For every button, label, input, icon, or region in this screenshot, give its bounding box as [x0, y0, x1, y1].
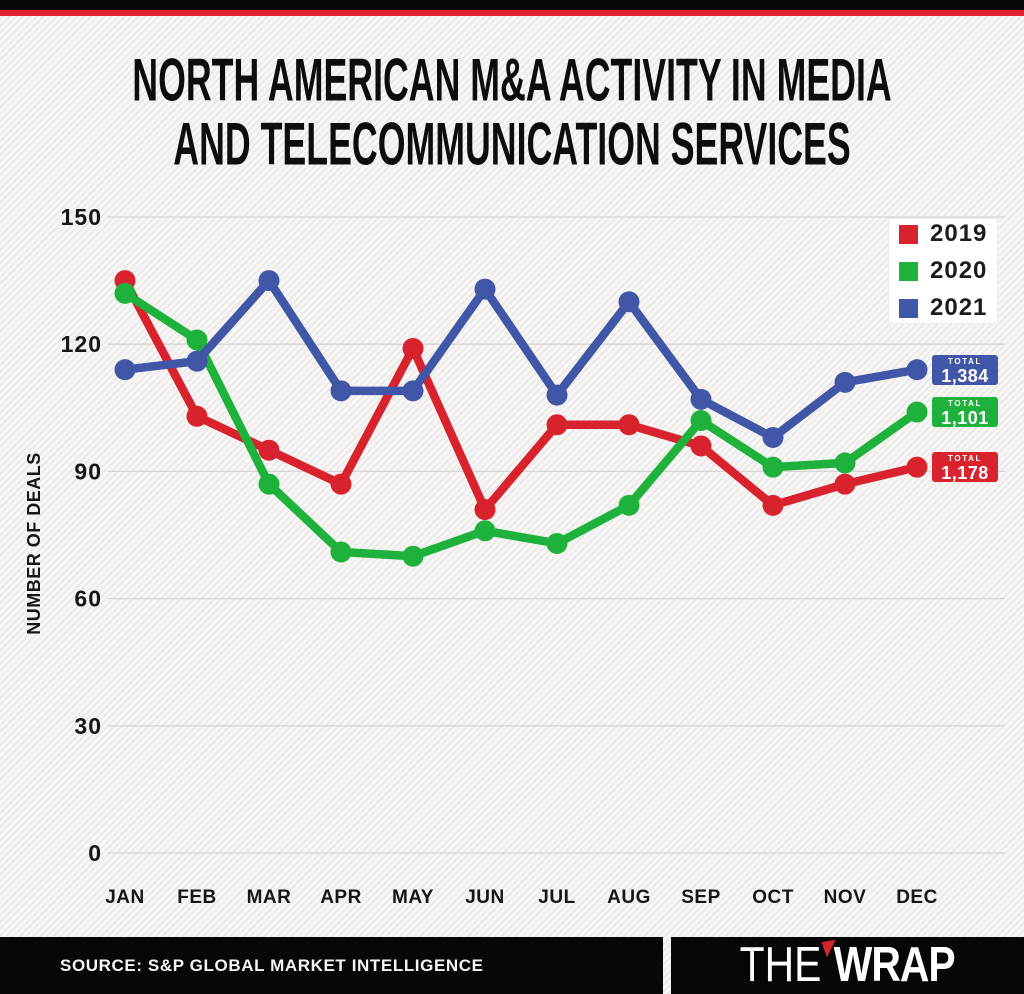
data-point-2021-jul: [546, 384, 568, 406]
y-axis-title: NUMBER OF DEALS: [24, 452, 44, 635]
series-line-2019: [120, 276, 922, 514]
data-point-2020-jun: [474, 520, 496, 542]
legend-label-2019: 2019: [930, 220, 988, 247]
data-point-2021-jun: [474, 278, 496, 300]
total-badge-2020-label: TOTAL: [948, 399, 982, 409]
data-point-2020-sep: [690, 410, 712, 432]
data-point-2019-apr: [330, 473, 352, 495]
total-badge-2020-value: 1,101: [941, 408, 989, 429]
footer-divider: [663, 937, 671, 994]
data-point-2019-feb: [186, 405, 208, 427]
data-point-2021-sep: [690, 388, 712, 410]
data-point-2020-nov: [834, 452, 856, 474]
y-tick-label-90: 90: [74, 458, 102, 484]
data-point-2021-oct: [762, 426, 784, 448]
y-tick-label-150: 150: [61, 204, 102, 230]
y-tick-label-120: 120: [61, 331, 102, 357]
legend-label-2021: 2021: [930, 294, 988, 321]
data-point-2019-may: [402, 337, 424, 359]
footer-source-bar: SOURCE: S&P GLOBAL MARKET INTELLIGENCE: [0, 937, 663, 994]
data-point-2020-feb: [186, 329, 208, 351]
total-badge-2021: TOTAL 1,384: [932, 354, 998, 386]
y-tick-label-30: 30: [74, 713, 102, 739]
legend-item-2020: 2020: [899, 257, 997, 285]
x-tick-label-nov: NOV: [824, 887, 867, 908]
footer-logo-bar: THE WRAP: [671, 937, 1024, 994]
total-badge-2019: TOTAL 1,178: [932, 452, 998, 484]
data-point-2019-jul: [546, 414, 568, 436]
data-point-2019-jun: [474, 499, 496, 521]
data-point-2019-aug: [618, 414, 640, 436]
top-red-stripe: [0, 10, 1024, 16]
x-tick-label-jun: JUN: [465, 887, 505, 908]
series-line-2020: [120, 289, 922, 561]
total-badge-2021-label: TOTAL: [948, 356, 982, 366]
data-point-2021-apr: [330, 380, 352, 402]
title-line-1: NORTH AMERICAN M&A ACTIVITY IN MEDIA: [132, 45, 892, 114]
data-point-2021-nov: [834, 371, 856, 393]
data-point-2021-may: [402, 380, 424, 402]
data-point-2019-nov: [834, 473, 856, 495]
logo-text-wrap: WRAP: [834, 937, 956, 993]
data-point-2021-aug: [618, 291, 640, 313]
logo-text-the: THE: [739, 937, 822, 993]
page-title: NORTH AMERICAN M&A ACTIVITY IN MEDIA AND…: [0, 45, 1024, 177]
total-badge-2021-value: 1,384: [941, 365, 989, 386]
data-point-2019-oct: [762, 494, 784, 516]
legend-swatch-2020: [899, 261, 918, 281]
series-line-2021: [120, 276, 922, 442]
top-black-bar: [0, 0, 1024, 10]
data-point-2019-dec: [906, 456, 928, 478]
data-point-2019-mar: [258, 439, 280, 461]
x-tick-label-sep: SEP: [681, 887, 721, 908]
legend-swatch-2021: [899, 298, 918, 318]
data-point-2020-oct: [762, 456, 784, 478]
data-point-2021-dec: [906, 359, 928, 381]
data-point-2020-jan: [114, 282, 136, 304]
data-point-2020-mar: [258, 473, 280, 495]
x-tick-label-jan: JAN: [105, 887, 145, 908]
title-line-2: AND TELECOMMUNICATION SERVICES: [173, 109, 851, 178]
data-point-2020-apr: [330, 541, 352, 563]
chart-legend: 2019 2020 2021: [888, 218, 998, 324]
total-badge-2019-label: TOTAL: [948, 454, 982, 464]
x-tick-label-dec: DEC: [896, 887, 938, 908]
data-point-2020-jul: [546, 532, 568, 554]
data-point-2021-jan: [114, 359, 136, 381]
y-tick-label-60: 60: [74, 586, 102, 612]
x-tick-label-jul: JUL: [538, 887, 575, 908]
data-point-2019-sep: [690, 435, 712, 457]
legend-swatch-2019: [899, 224, 918, 244]
data-point-2020-dec: [906, 401, 928, 423]
data-point-2020-may: [402, 545, 424, 567]
y-tick-label-0: 0: [88, 840, 102, 866]
total-badge-2020: TOTAL 1,101: [932, 397, 998, 429]
x-tick-label-feb: FEB: [177, 887, 217, 908]
x-tick-label-may: MAY: [392, 887, 434, 908]
thewrap-logo: THE WRAP: [739, 937, 956, 993]
legend-item-2019: 2019: [899, 220, 997, 248]
legend-label-2020: 2020: [930, 257, 988, 284]
x-tick-label-mar: MAR: [247, 887, 292, 908]
total-badge-2019-value: 1,178: [941, 463, 989, 484]
x-tick-label-apr: APR: [320, 887, 362, 908]
x-tick-label-oct: OCT: [752, 887, 794, 908]
data-point-2021-mar: [258, 270, 280, 292]
x-tick-label-aug: AUG: [607, 887, 651, 908]
data-point-2020-aug: [618, 494, 640, 516]
footer: SOURCE: S&P GLOBAL MARKET INTELLIGENCE T…: [0, 937, 1024, 994]
source-text: SOURCE: S&P GLOBAL MARKET INTELLIGENCE: [60, 955, 484, 975]
data-point-2021-feb: [186, 350, 208, 372]
legend-item-2021: 2021: [899, 294, 997, 322]
